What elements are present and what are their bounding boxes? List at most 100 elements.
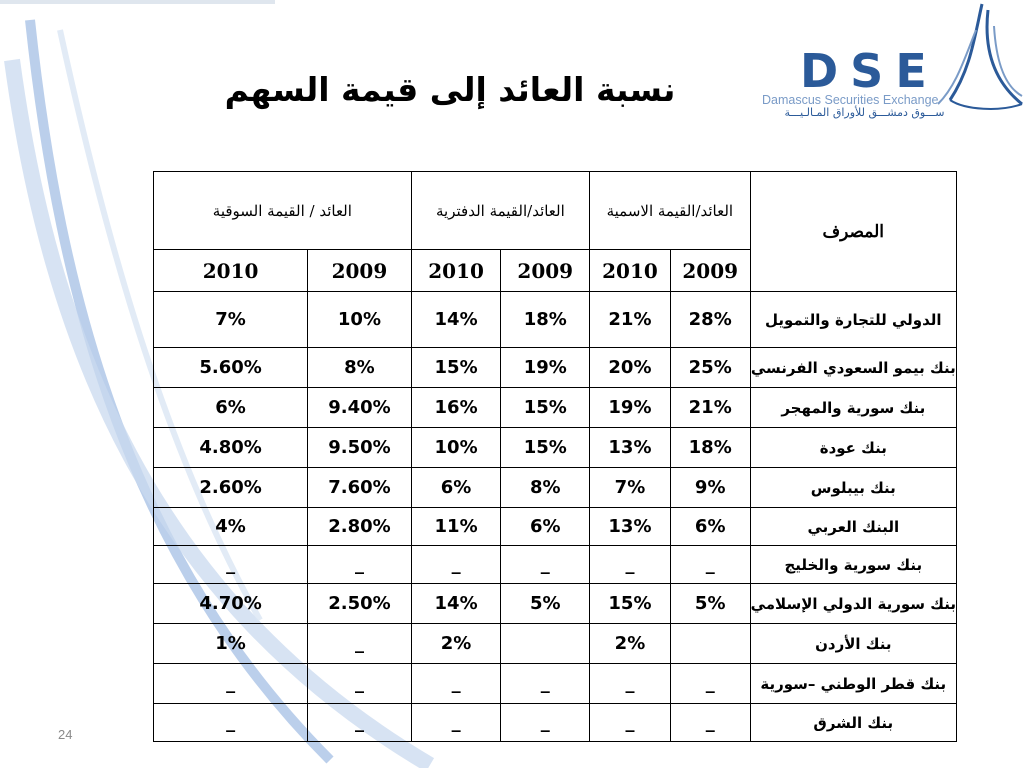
value-cell: 20% xyxy=(589,347,671,388)
logo-english-name: Damascus Securities Exchange xyxy=(762,93,939,107)
value-cell: 6% xyxy=(669,507,751,546)
value-cell: 2.50% xyxy=(307,583,412,624)
value-cell: 9% xyxy=(669,467,751,508)
value-cell: 4.80% xyxy=(152,427,309,468)
bank-name-cell: بنك سورية والمهجر xyxy=(749,387,958,428)
value-cell: 11% xyxy=(410,507,502,546)
value-cell: 16% xyxy=(410,387,502,428)
page-number: 24 xyxy=(58,727,73,742)
value-cell: _ xyxy=(152,663,309,704)
value-cell: _ xyxy=(152,545,309,584)
year-header: 2009 xyxy=(500,249,591,292)
table-row: بنك قطر الوطني –سورية _ _ _ _ _ _ xyxy=(152,663,958,704)
value-cell: 9.40% xyxy=(307,387,412,428)
table-row: بنك الأردن 2% 2% _ 1% xyxy=(152,623,958,664)
value-cell: 21% xyxy=(669,387,751,428)
bank-name-cell: بنك سورية الدولي الإسلامي xyxy=(749,583,958,624)
value-cell: 2% xyxy=(410,623,502,664)
value-cell: _ xyxy=(669,545,751,584)
table-row: الدولي للتجارة والتمويل 28% 21% 18% 14% 10% 7% xyxy=(152,291,958,348)
value-cell: 5% xyxy=(500,583,591,624)
value-cell: 21% xyxy=(589,291,671,348)
value-cell: _ xyxy=(410,545,502,584)
value-cell: 6% xyxy=(500,507,591,546)
value-cell: 28% xyxy=(669,291,751,348)
bank-name-cell: بنك بيبلوس xyxy=(749,467,958,508)
value-cell: 4.70% xyxy=(152,583,309,624)
group-header-nominal: العائد/القيمة الاسمية xyxy=(589,171,751,250)
value-cell: 25% xyxy=(669,347,751,388)
bank-name-cell: بنك قطر الوطني –سورية xyxy=(749,663,958,704)
value-cell: 8% xyxy=(307,347,412,388)
value-cell: _ xyxy=(589,545,671,584)
value-cell: 13% xyxy=(589,507,671,546)
logo-letters: DSE xyxy=(800,44,939,98)
table-row: البنك العربي 6% 13% 6% 11% 2.80% 4% xyxy=(152,507,958,546)
value-cell: 15% xyxy=(410,347,502,388)
value-cell: 15% xyxy=(500,387,591,428)
value-cell: _ xyxy=(589,703,671,742)
value-cell: _ xyxy=(410,663,502,704)
table-row: بنك عودة 18% 13% 15% 10% 9.50% 4.80% xyxy=(152,427,958,468)
value-cell: 1% xyxy=(152,623,309,664)
value-cell: _ xyxy=(307,663,412,704)
value-cell: 4% xyxy=(152,507,309,546)
value-cell: 5% xyxy=(669,583,751,624)
value-cell: 8% xyxy=(500,467,591,508)
logo-emblem-icon xyxy=(937,3,1023,110)
value-cell: 6% xyxy=(152,387,309,428)
value-cell: _ xyxy=(589,663,671,704)
value-cell: 9.50% xyxy=(307,427,412,468)
value-cell: _ xyxy=(669,663,751,704)
table-row: بنك بيمو السعودي الفرنسي 25% 20% 19% 15% 8% 5.… xyxy=(152,347,958,388)
value-cell: _ xyxy=(307,623,412,664)
value-cell: 6% xyxy=(410,467,502,508)
year-header: 2010 xyxy=(410,249,502,292)
group-header-market: العائد / القيمة السوقية xyxy=(153,171,412,250)
bank-name-cell: بنك عودة xyxy=(749,427,958,468)
value-cell: _ xyxy=(669,703,751,742)
table-row: بنك سورية الدولي الإسلامي 5% 15% 5% 14% 2.50%… xyxy=(152,583,958,624)
value-cell xyxy=(669,623,751,664)
year-header: 2010 xyxy=(152,249,309,292)
value-cell: 15% xyxy=(500,427,591,468)
value-cell: 19% xyxy=(500,347,591,388)
bank-column-header: المصرف xyxy=(749,171,958,292)
value-cell: 2.80% xyxy=(307,507,412,546)
value-cell: 2.60% xyxy=(152,467,309,508)
value-cell: 13% xyxy=(589,427,671,468)
value-cell: _ xyxy=(152,703,309,742)
bank-name-cell: بنك سورية والخليج xyxy=(749,545,958,584)
value-cell: 7% xyxy=(589,467,671,508)
year-header: 2010 xyxy=(589,249,671,292)
value-cell: 18% xyxy=(500,291,591,348)
year-header: 2009 xyxy=(307,249,412,292)
value-cell: 18% xyxy=(669,427,751,468)
value-cell: 10% xyxy=(410,427,502,468)
value-cell: _ xyxy=(307,703,412,742)
value-cell: 7% xyxy=(152,291,309,348)
group-header-book: العائد/القيمة الدفترية xyxy=(410,171,591,250)
value-cell: 19% xyxy=(589,387,671,428)
value-cell: _ xyxy=(410,703,502,742)
value-cell: 14% xyxy=(410,583,502,624)
table-row: بنك سورية والخليج _ _ _ _ _ _ xyxy=(152,545,958,584)
value-cell: 10% xyxy=(307,291,412,348)
logo-arabic-name: ســـوق دمشـــق للأوراق المـالـيـــة xyxy=(784,106,945,119)
table-row: بنك بيبلوس 9% 7% 8% 6% 7.60% 2.60% xyxy=(152,467,958,508)
bank-name-cell: بنك بيمو السعودي الفرنسي xyxy=(749,347,958,388)
bank-name-cell: بنك الشرق xyxy=(749,703,958,742)
value-cell: 2% xyxy=(589,623,671,664)
bank-name-cell: بنك الأردن xyxy=(749,623,958,664)
value-cell: 15% xyxy=(589,583,671,624)
yield-table: المصرف العائد/القيمة الاسمية العائد/القي… xyxy=(152,171,958,742)
value-cell: 7.60% xyxy=(307,467,412,508)
bank-name-cell: البنك العربي xyxy=(749,507,958,546)
value-cell: 5.60% xyxy=(152,347,309,388)
table-row: بنك الشرق _ _ _ _ _ _ xyxy=(152,703,958,742)
value-cell: _ xyxy=(500,703,591,742)
table-row: بنك سورية والمهجر 21% 19% 15% 16% 9.40% 6% xyxy=(152,387,958,428)
dse-logo: DSE Damascus Securities Exchange ســـوق … xyxy=(760,0,1024,130)
value-cell: 14% xyxy=(410,291,502,348)
bank-name-cell: الدولي للتجارة والتمويل xyxy=(749,291,958,348)
